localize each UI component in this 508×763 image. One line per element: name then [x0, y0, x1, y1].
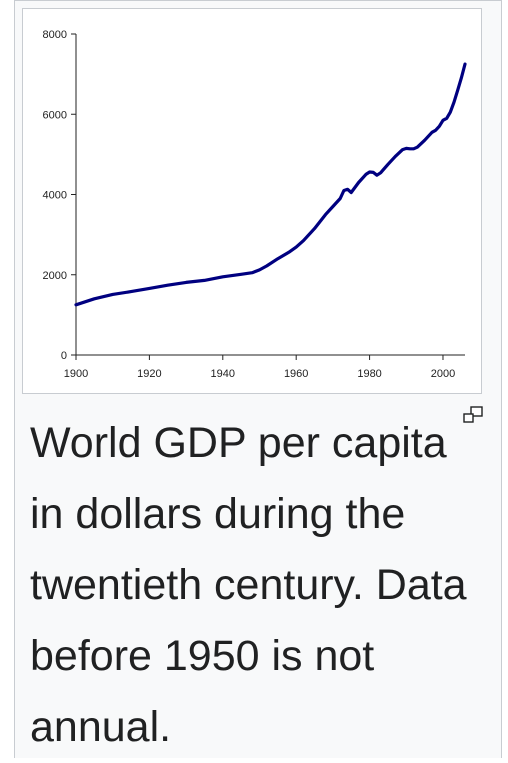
- x-tick-label: 1980: [357, 368, 381, 380]
- x-tick-label: 1960: [284, 368, 308, 380]
- x-tick-label: 1900: [64, 368, 88, 380]
- x-tick-label: 2000: [431, 368, 455, 380]
- figure-caption: World GDP per capita in dollars during t…: [30, 419, 467, 751]
- y-tick-label: 4000: [43, 190, 67, 202]
- gdp-line-chart: 0 2000 4000 6000 8000 1900 1920 1940 1960 1980 200…: [43, 29, 467, 380]
- y-tick-label: 2000: [43, 270, 67, 282]
- x-tick-label: 1920: [137, 368, 161, 380]
- y-tick-label: 0: [61, 350, 67, 362]
- series-line: [74, 62, 467, 307]
- y-tick-label: 8000: [43, 29, 67, 41]
- y-tick-label: 6000: [43, 109, 67, 121]
- magnify-clip-icon[interactable]: [462, 406, 484, 424]
- x-tick-label: 1940: [211, 368, 235, 380]
- chart-container: 0 2000 4000 6000 8000 1900 1920 1940 1960 1980 200…: [22, 8, 482, 394]
